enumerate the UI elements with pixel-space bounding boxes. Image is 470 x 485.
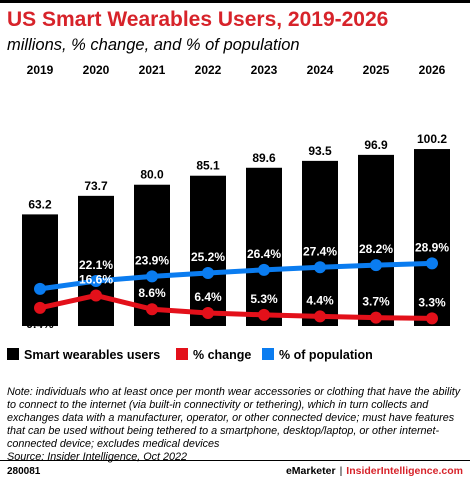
population-value-label: 23.9% <box>135 253 169 267</box>
legend-label: Smart wearables users <box>24 348 160 362</box>
bar-value-label: 100.2 <box>417 132 447 146</box>
chart-title: US Smart Wearables Users, 2019-2026 <box>7 8 389 31</box>
legend-label: % of population <box>279 348 373 362</box>
change-point <box>34 301 46 314</box>
bar-value-label: 96.9 <box>364 138 388 152</box>
bar-value-label: 73.7 <box>84 179 108 193</box>
change-value-label: 4.4% <box>306 293 334 307</box>
bar <box>78 195 114 326</box>
change-value-label: 8.6% <box>138 286 166 300</box>
x-tick-label: 2026 <box>419 63 446 77</box>
change-value-label: 9.4% <box>26 317 54 331</box>
population-value-label: 28.2% <box>359 242 393 256</box>
change-point <box>370 311 382 324</box>
legend-swatch <box>7 348 19 360</box>
change-point <box>426 312 438 325</box>
source-text: Source: Insider Intelligence, Oct 2022 <box>7 451 188 464</box>
change-value-label: 3.7% <box>362 295 390 309</box>
legend-swatch <box>262 348 274 360</box>
brand-separator: | <box>339 465 343 477</box>
chart-subtitle: millions, % change, and % of population <box>7 36 300 54</box>
change-point <box>258 308 270 321</box>
change-point <box>314 310 326 323</box>
population-point <box>34 282 46 295</box>
change-point <box>90 289 102 302</box>
population-line <box>37 260 435 292</box>
bar <box>134 184 170 326</box>
bar <box>414 149 450 326</box>
change-line <box>37 292 435 321</box>
change-value-label: 6.4% <box>194 290 222 304</box>
population-value-label: 28.9% <box>415 240 449 254</box>
bar-value-label: 89.6 <box>252 151 276 165</box>
brand-name: eMarketer <box>285 465 336 477</box>
population-point <box>258 263 270 276</box>
x-tick-label: 2024 <box>307 63 334 77</box>
bar-value-label: 85.1 <box>196 159 220 173</box>
population-value-label: 19.1% <box>23 266 57 280</box>
population-point <box>426 257 438 270</box>
top-rule <box>0 0 470 3</box>
bar <box>246 167 282 326</box>
bar-value-label: 80.0 <box>140 168 164 182</box>
change-point <box>202 306 214 319</box>
footer-rule <box>0 460 470 461</box>
x-tick-label: 2021 <box>139 63 166 77</box>
x-tick-label: 2019 <box>27 63 54 77</box>
x-tick-label: 2022 <box>195 63 222 77</box>
chart-area: 2019 2020 2021 2022 2023 2024 2025 2026 63.2 73.7… <box>7 63 450 362</box>
change-point <box>146 303 158 316</box>
population-point <box>202 266 214 279</box>
population-value-label: 27.4% <box>303 244 337 258</box>
change-value-label: 16.6% <box>79 272 113 286</box>
note-text: Note: individuals who at least once per … <box>7 386 461 451</box>
chart-note: Note: individuals who at least once per … <box>7 386 465 465</box>
chart-id: 280081 <box>7 466 41 477</box>
population-point <box>90 275 102 288</box>
legend-swatch <box>176 348 188 360</box>
population-value-label: 25.2% <box>191 250 225 264</box>
population-point <box>146 270 158 283</box>
change-value-label: 3.3% <box>418 295 446 309</box>
bar-value-label: 63.2 <box>28 197 52 211</box>
bar <box>302 160 338 326</box>
x-tick-label: 2023 <box>251 63 278 77</box>
site-link[interactable]: InsiderIntelligence.com <box>346 465 463 477</box>
population-point <box>314 261 326 274</box>
bar <box>358 154 394 326</box>
x-tick-label: 2025 <box>363 63 390 77</box>
bar <box>190 175 226 326</box>
population-value-label: 22.1% <box>79 258 113 272</box>
x-tick-label: 2020 <box>83 63 110 77</box>
population-point <box>370 259 382 272</box>
population-value-label: 26.4% <box>247 247 281 261</box>
footer-brand: eMarketer | InsiderIntelligence.com <box>286 465 463 477</box>
change-value-label: 5.3% <box>250 292 278 306</box>
legend-label: % change <box>193 348 251 362</box>
bar-value-label: 93.5 <box>308 144 332 158</box>
